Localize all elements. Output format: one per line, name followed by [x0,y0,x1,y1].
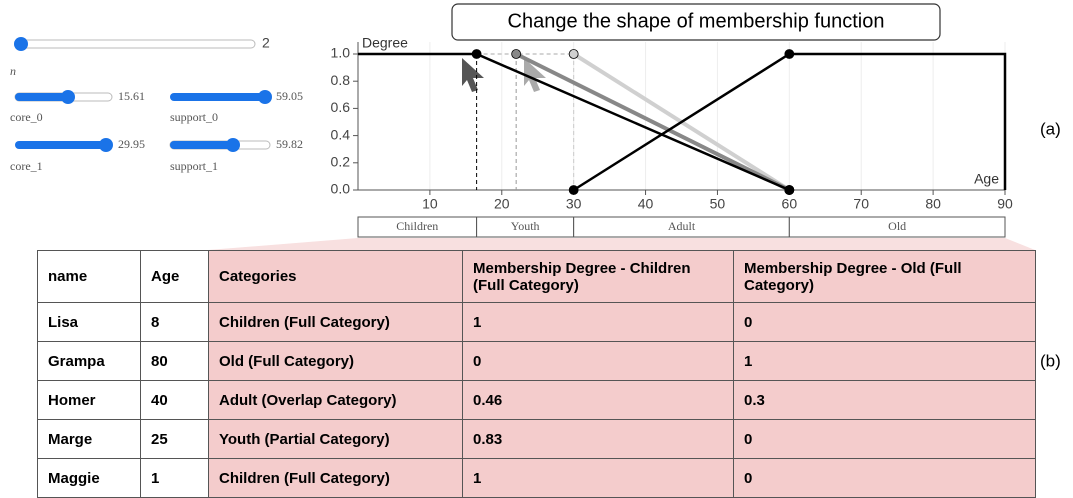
result-table: name Age Categories Membership Degree - Chi… [37,250,1036,498]
table-row: Grampa 80 Old (Full Category) 0 1 [37,341,1036,381]
table-cell: 0.46 [462,380,734,420]
table-cell: Membership Degree - Old (Full Category) [733,250,1036,303]
x-tick-label: 50 [710,196,726,212]
table-cell: 1 [140,458,209,498]
annotation: Change the shape of membership function [508,10,885,32]
y-tick-label: 0.0 [331,181,351,197]
x-tick-label: 90 [997,196,1013,212]
slider-track[interactable] [15,141,112,149]
table-cell: Children (Full Category) [208,458,463,498]
slider-label: core_0 [10,110,43,124]
band-label: Children [396,219,438,233]
slider-fill [15,93,68,101]
table-row: Lisa 8 Children (Full Category) 1 0 [37,302,1036,342]
slider-knob[interactable] [99,138,113,152]
table-cell: Adult (Overlap Category) [208,380,463,420]
slider-knob[interactable] [14,37,28,51]
vertex-dot [511,49,522,59]
chart: 10 20 30 40 50 60 70 80 90 0.0 0.2 0.4 0.6 0.8 1.0 Chil… [331,42,1013,238]
table-cell: 0 [733,419,1036,459]
table-cell: 0 [733,302,1036,342]
vertex-dot [784,185,795,195]
table-cell: 25 [140,419,209,459]
slider-track[interactable] [14,39,256,49]
table-cell: 80 [140,341,209,381]
slider-value: 29.95 [118,137,145,151]
slider-label: core_1 [10,159,43,173]
x-tick-label: 30 [566,196,582,212]
series-line [515,52,791,192]
table-row: Homer 40 Adult (Overlap Category) 0.46 0.3 [37,380,1036,420]
table-row: Maggie 1 Children (Full Category) 1 0 [37,458,1036,498]
panel-label: (b) [1040,351,1061,370]
x-tick-label: 70 [853,196,869,212]
slider-knob[interactable] [226,138,240,152]
vertex-dot [568,49,579,59]
cursor-icon [462,58,484,92]
vertex-dot [784,49,795,59]
y-axis-label: Degree [362,35,408,51]
y-tick-label: 0.2 [331,154,351,170]
band-label: Old [888,219,906,233]
slider-value: 59.82 [276,137,303,151]
table-row: name Age Categories Membership Degree - Chi… [37,250,1036,303]
table-cell: 8 [140,302,209,342]
slider-label: support_0 [170,110,218,124]
y-tick-label: 0.8 [331,72,351,88]
slider-label: n [10,64,16,78]
table-cell: Children (Full Category) [208,302,463,342]
x-tick-label: 20 [494,196,510,212]
table-cell: 0.3 [733,380,1036,420]
table-cell: Homer [37,380,141,420]
table-cell: Old (Full Category) [208,341,463,381]
table-cell: 1 [462,458,734,498]
y-tick-label: 0.4 [331,126,351,142]
table-cell: name [37,250,141,303]
x-axis-label: Age [974,171,999,187]
slider-value: 2 [262,35,270,51]
slider-fill [170,141,233,149]
series-line [573,52,1007,192]
panel-label: (a) [1040,119,1061,138]
vertex-dot [568,185,579,195]
slider-label: support_1 [170,159,218,173]
x-tick-label: 10 [422,196,438,212]
table-cell: Grampa [37,341,141,381]
table-cell: Youth (Partial Category) [208,419,463,459]
highlight-link [208,238,1035,250]
table-cell: 0 [733,458,1036,498]
table-cell: 0 [462,341,734,381]
slider-value: 59.05 [276,89,303,103]
vertex-dot [471,49,482,59]
y-tick-label: 0.6 [331,99,351,115]
table-row: Marge 25 Youth (Partial Category) 0.83 0 [37,419,1036,459]
slider-value: 15.61 [118,89,145,103]
sliders: 2 n 15.61 core_0 59.05 support_0 29.95 c… [10,35,303,173]
table-cell: Categories [208,250,463,303]
y-tick-label: 1.0 [331,45,351,61]
category-band [788,216,1006,238]
x-tick-label: 60 [782,196,798,212]
slider-knob[interactable] [258,90,272,104]
cursors [462,58,546,92]
cursor-icon [524,58,546,92]
slider-knob[interactable] [61,90,75,104]
table-cell: Membership Degree - Children (Full Categ… [462,250,734,303]
table-cell: 0.83 [462,419,734,459]
table-cell: 40 [140,380,209,420]
table-cell: 1 [733,341,1036,381]
table-cell: Lisa [37,302,141,342]
table-cell: Age [140,250,209,303]
callout-box [451,3,941,41]
table-cell: Marge [37,419,141,459]
band-label: Adult [668,219,696,233]
table-cell: Maggie [37,458,141,498]
slider-track[interactable] [170,93,270,101]
x-tick-label: 40 [638,196,654,212]
band-label: Youth [511,219,540,233]
x-tick-label: 80 [925,196,941,212]
table-cell: 1 [462,302,734,342]
